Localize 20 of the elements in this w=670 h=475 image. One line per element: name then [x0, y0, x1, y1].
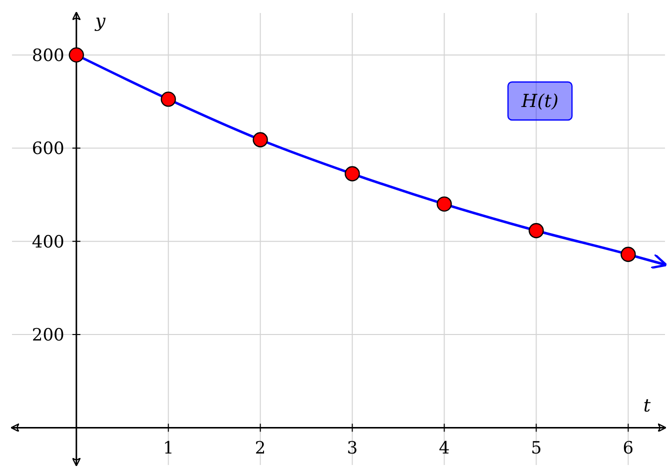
text: H(t)	[520, 91, 558, 112]
x-tick-label: 4	[438, 438, 450, 459]
y-tick-label: 600	[32, 139, 64, 160]
point	[528, 223, 544, 238]
point	[252, 132, 268, 148]
x-tick-label: 3	[346, 438, 358, 459]
x-tick-label: 2	[254, 438, 266, 459]
point	[436, 196, 452, 212]
point	[344, 166, 360, 182]
point	[160, 92, 176, 107]
x-tick-label: 1	[162, 438, 174, 459]
y-tick-label: 200	[32, 326, 64, 346]
point	[620, 246, 636, 262]
x-tick-label: 5	[530, 438, 542, 459]
y-tick-label: 800	[32, 46, 64, 66]
x-tick-label: 6	[622, 438, 634, 459]
y-tick-label: 400	[32, 232, 64, 252]
x-axis-title: t	[643, 396, 652, 417]
point	[68, 47, 84, 63]
y-axis-title: y	[94, 11, 106, 32]
